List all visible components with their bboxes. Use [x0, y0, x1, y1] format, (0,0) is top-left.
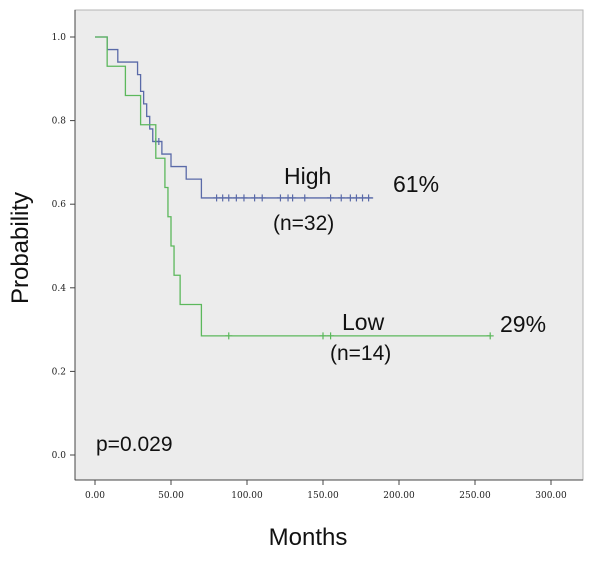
y-axis-ticks: 0.0 0.2 0.4 0.6 0.8 1.0 — [52, 33, 75, 461]
low-series-end-label: 29% — [500, 311, 546, 337]
y-tick-label: 0.2 — [52, 367, 66, 377]
high-series-label: High — [284, 163, 331, 189]
censor-mark-high — [258, 194, 266, 202]
censor-mark-low — [486, 332, 494, 340]
x-tick-label: 300.00 — [535, 491, 567, 501]
y-tick-label: 0.8 — [52, 117, 67, 127]
x-tick-label: 200.00 — [383, 491, 415, 501]
censor-mark-high — [359, 194, 367, 202]
censor-mark-high — [327, 194, 335, 202]
p-value: p=0.029 — [96, 433, 173, 456]
censor-mark-low — [319, 332, 327, 340]
x-tick-label: 150.00 — [307, 491, 339, 501]
x-tick-label: 0.00 — [85, 491, 105, 501]
y-tick-label: 0.4 — [52, 284, 67, 294]
censor-mark-high — [301, 194, 309, 202]
y-tick-label: 0.6 — [52, 200, 67, 210]
censor-mark-high — [337, 194, 345, 202]
censor-mark-low — [225, 332, 233, 340]
censor-mark-low — [327, 332, 335, 340]
censor-mark-high — [289, 194, 297, 202]
censor-mark-high — [232, 194, 240, 202]
y-axis-title: Probability — [7, 192, 34, 304]
censor-mark-high — [213, 194, 221, 202]
censor-mark-high — [225, 194, 233, 202]
censor-mark-high — [352, 194, 360, 202]
y-tick-label: 1.0 — [52, 33, 67, 43]
high-series-end-label: 61% — [393, 171, 439, 197]
low-series-label: Low — [342, 309, 385, 335]
censor-mark-high — [276, 194, 284, 202]
censor-mark-high — [155, 138, 163, 145]
x-tick-label: 100.00 — [231, 491, 263, 501]
censor-mark-high — [240, 194, 248, 202]
high-series-n: (n=32) — [273, 212, 334, 235]
y-tick-label: 0.0 — [52, 451, 67, 461]
x-axis-ticks: 0.00 50.00 100.00 150.00 200.00 250.00 300.00 — [85, 480, 567, 501]
x-tick-label: 50.00 — [158, 491, 184, 501]
censor-mark-high — [219, 194, 227, 202]
censor-mark-high — [346, 194, 354, 202]
censor-mark-high — [365, 194, 373, 202]
series-line-low — [95, 36, 491, 337]
plot-area — [74, 9, 584, 481]
x-tick-label: 250.00 — [459, 491, 491, 501]
x-axis-title: Months — [269, 524, 348, 551]
censor-mark-high — [251, 194, 259, 202]
series-layer — [95, 36, 494, 340]
series-line-high — [95, 36, 374, 199]
low-series-n: (n=14) — [330, 342, 391, 365]
